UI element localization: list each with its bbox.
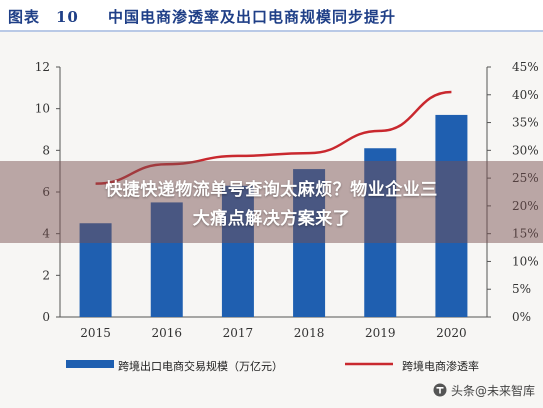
- left-tick-label: 2: [42, 268, 50, 282]
- left-tick-label: 8: [42, 143, 50, 157]
- bar: [221, 185, 254, 317]
- right-tick-label: 25%: [512, 171, 539, 185]
- right-tick-label: 40%: [512, 88, 539, 102]
- right-tick-label: 15%: [512, 227, 539, 241]
- x-tick-label: 2015: [80, 326, 111, 340]
- x-tick-label: 2019: [365, 326, 396, 340]
- bar: [435, 114, 468, 318]
- x-tick-label: 2017: [223, 326, 254, 340]
- left-tick-label: 4: [42, 227, 50, 241]
- figure-number: 图表 10: [8, 8, 79, 26]
- x-tick-label: 2018: [294, 326, 325, 340]
- x-tick-label: 2016: [151, 326, 182, 340]
- legend-line-label: 跨境电商渗透率: [402, 360, 479, 373]
- right-tick-label: 30%: [512, 143, 539, 157]
- left-tick-label: 10: [35, 102, 50, 116]
- chart-title: 中国电商渗透率及出口电商规模同步提升: [108, 8, 397, 26]
- headline-overlay: 快捷快递物流单号查询太麻烦？物业企业三 大痛点解决方案来了: [0, 161, 543, 243]
- right-tick-label: 35%: [512, 116, 539, 130]
- legend-bar-swatch: [66, 360, 114, 368]
- left-tick-label: 0: [42, 310, 50, 324]
- toutiao-icon: [433, 383, 447, 397]
- watermark: 头条@未来智库: [433, 382, 535, 399]
- watermark-text: 头条@未来智库: [450, 384, 535, 398]
- chart-header: 图表 10 中国电商渗透率及出口电商规模同步提升: [0, 0, 543, 32]
- bar: [293, 169, 326, 317]
- headline-line-2: 大痛点解决方案来了: [192, 209, 351, 229]
- bar: [150, 202, 183, 317]
- right-tick-label: 45%: [512, 60, 539, 74]
- legend-bar-label: 跨境出口电商交易规模（万亿元）: [118, 360, 283, 373]
- right-tick-label: 5%: [512, 282, 531, 296]
- bar: [79, 223, 112, 317]
- bar: [364, 148, 397, 317]
- right-tick-label: 20%: [512, 199, 539, 213]
- penetration-rate-line: [95, 90, 452, 185]
- left-tick-label: 12: [35, 60, 50, 74]
- right-tick-label: 0%: [512, 310, 531, 324]
- left-tick-label: 6: [42, 185, 50, 199]
- headline-line-1: 快捷快递物流单号查询太麻烦？物业企业三: [105, 180, 438, 200]
- x-tick-label: 2020: [436, 326, 467, 340]
- right-tick-label: 10%: [512, 254, 539, 268]
